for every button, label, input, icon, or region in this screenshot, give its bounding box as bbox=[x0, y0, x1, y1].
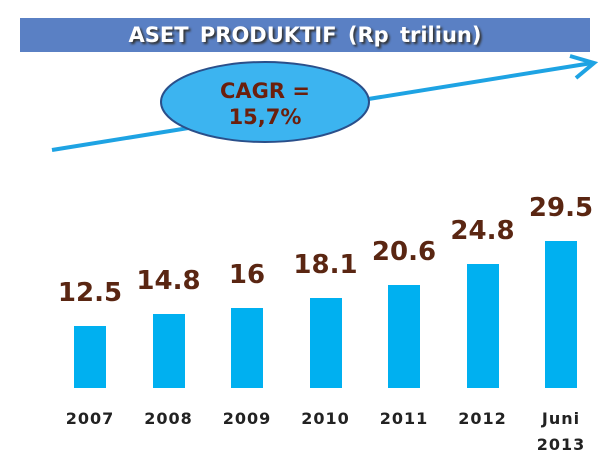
bar bbox=[466, 264, 499, 388]
x-tick-label: 2011 bbox=[379, 409, 429, 428]
bar bbox=[545, 240, 577, 388]
chart-title: ASET PRODUKTIF (Rp triliun) bbox=[128, 23, 482, 47]
x-tick-label: 2012 bbox=[458, 409, 507, 428]
bar bbox=[231, 308, 263, 388]
x-tick-label: 2010 bbox=[301, 409, 350, 428]
value-label: 18.1 bbox=[293, 249, 358, 280]
bar bbox=[388, 285, 420, 388]
value-label: 29.5 bbox=[528, 192, 594, 223]
arrow-head bbox=[569, 54, 599, 80]
x-tick-label: 2009 bbox=[222, 409, 272, 428]
cagr-annotation: CAGR = 15,7% bbox=[220, 79, 310, 129]
bar bbox=[309, 297, 342, 388]
x-tick-label: 2007 bbox=[65, 409, 115, 428]
cagr-ellipse bbox=[160, 61, 370, 143]
value-label: 16 bbox=[228, 260, 266, 290]
title-banner bbox=[20, 18, 590, 52]
bar bbox=[152, 314, 185, 388]
value-label: 20.6 bbox=[371, 237, 437, 267]
x-tick-label: 2008 bbox=[144, 409, 193, 428]
bar bbox=[74, 325, 106, 388]
value-label: 14.8 bbox=[136, 266, 201, 296]
value-label: 24.8 bbox=[450, 216, 515, 246]
value-label: 12.5 bbox=[57, 277, 123, 308]
x-tick-label: Juni 2013 bbox=[536, 409, 586, 454]
